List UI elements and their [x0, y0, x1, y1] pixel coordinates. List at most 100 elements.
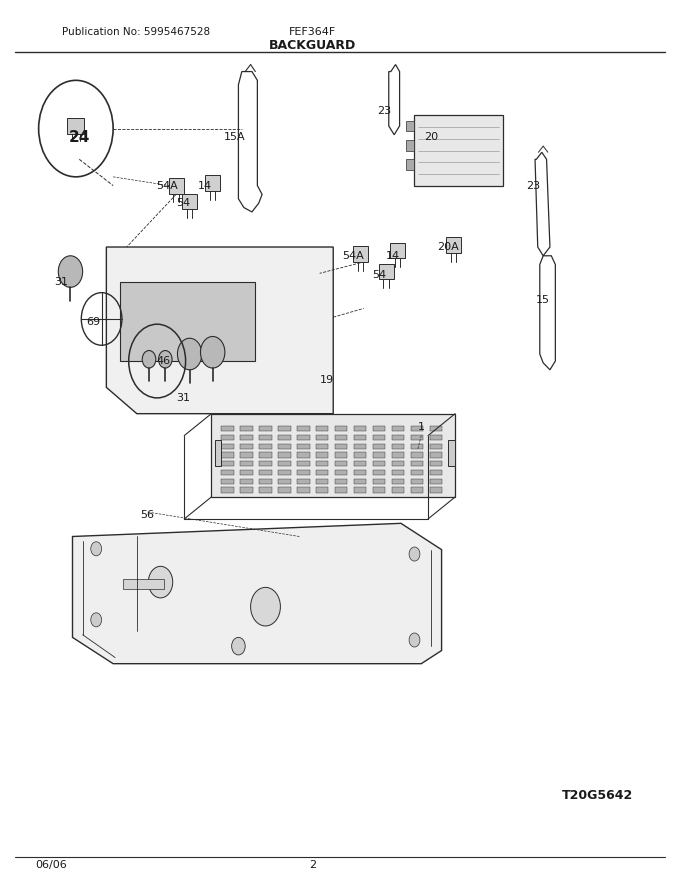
FancyBboxPatch shape: [354, 470, 367, 475]
FancyBboxPatch shape: [222, 470, 234, 475]
Circle shape: [409, 547, 420, 561]
FancyBboxPatch shape: [316, 426, 328, 431]
FancyBboxPatch shape: [335, 452, 347, 458]
FancyBboxPatch shape: [373, 444, 386, 449]
FancyBboxPatch shape: [354, 479, 367, 484]
FancyBboxPatch shape: [259, 470, 271, 475]
FancyBboxPatch shape: [392, 426, 405, 431]
FancyBboxPatch shape: [392, 435, 405, 440]
FancyBboxPatch shape: [392, 479, 405, 484]
Circle shape: [142, 350, 156, 368]
FancyBboxPatch shape: [259, 488, 271, 493]
FancyBboxPatch shape: [241, 470, 253, 475]
FancyBboxPatch shape: [411, 470, 423, 475]
FancyBboxPatch shape: [278, 461, 290, 466]
Bar: [407, 140, 415, 150]
FancyBboxPatch shape: [316, 452, 328, 458]
Circle shape: [91, 542, 101, 556]
FancyBboxPatch shape: [241, 461, 253, 466]
Text: 23: 23: [377, 106, 391, 116]
FancyBboxPatch shape: [430, 444, 442, 449]
FancyBboxPatch shape: [241, 479, 253, 484]
FancyBboxPatch shape: [354, 444, 367, 449]
FancyBboxPatch shape: [335, 470, 347, 475]
Text: 20: 20: [424, 132, 439, 143]
Text: 19: 19: [320, 376, 333, 385]
FancyBboxPatch shape: [411, 461, 423, 466]
FancyBboxPatch shape: [354, 488, 367, 493]
FancyBboxPatch shape: [446, 238, 461, 253]
Text: FEF364F: FEF364F: [289, 27, 337, 37]
FancyBboxPatch shape: [297, 435, 309, 440]
FancyBboxPatch shape: [297, 470, 309, 475]
FancyBboxPatch shape: [430, 488, 442, 493]
Circle shape: [148, 567, 173, 598]
FancyBboxPatch shape: [335, 479, 347, 484]
FancyBboxPatch shape: [316, 479, 328, 484]
FancyBboxPatch shape: [316, 488, 328, 493]
FancyBboxPatch shape: [215, 440, 222, 466]
Circle shape: [232, 637, 245, 655]
Text: 46: 46: [157, 356, 171, 366]
FancyBboxPatch shape: [390, 243, 405, 259]
FancyBboxPatch shape: [222, 488, 234, 493]
FancyBboxPatch shape: [316, 470, 328, 475]
FancyBboxPatch shape: [259, 426, 271, 431]
FancyBboxPatch shape: [182, 194, 197, 209]
Circle shape: [158, 350, 172, 368]
Text: 14: 14: [197, 180, 211, 191]
FancyBboxPatch shape: [353, 246, 368, 262]
Text: 20A: 20A: [437, 242, 459, 252]
Polygon shape: [211, 414, 455, 497]
Text: 54: 54: [176, 198, 190, 209]
FancyBboxPatch shape: [430, 452, 442, 458]
FancyBboxPatch shape: [259, 479, 271, 484]
FancyBboxPatch shape: [373, 426, 386, 431]
Text: 69: 69: [86, 317, 100, 326]
FancyBboxPatch shape: [392, 452, 405, 458]
FancyBboxPatch shape: [430, 426, 442, 431]
FancyBboxPatch shape: [411, 435, 423, 440]
FancyBboxPatch shape: [335, 435, 347, 440]
FancyBboxPatch shape: [335, 461, 347, 466]
Text: 31: 31: [176, 392, 190, 403]
FancyBboxPatch shape: [316, 435, 328, 440]
FancyBboxPatch shape: [411, 452, 423, 458]
FancyBboxPatch shape: [415, 115, 503, 186]
Circle shape: [251, 587, 280, 626]
FancyBboxPatch shape: [335, 426, 347, 431]
FancyBboxPatch shape: [354, 426, 367, 431]
FancyBboxPatch shape: [241, 488, 253, 493]
FancyBboxPatch shape: [278, 479, 290, 484]
Circle shape: [58, 256, 83, 288]
FancyBboxPatch shape: [448, 440, 455, 466]
FancyBboxPatch shape: [297, 479, 309, 484]
FancyBboxPatch shape: [278, 470, 290, 475]
FancyBboxPatch shape: [241, 444, 253, 449]
FancyBboxPatch shape: [373, 461, 386, 466]
FancyBboxPatch shape: [241, 435, 253, 440]
FancyBboxPatch shape: [297, 488, 309, 493]
Circle shape: [409, 633, 420, 647]
FancyBboxPatch shape: [335, 444, 347, 449]
FancyBboxPatch shape: [354, 435, 367, 440]
FancyBboxPatch shape: [411, 488, 423, 493]
FancyBboxPatch shape: [222, 479, 234, 484]
Text: T20G5642: T20G5642: [562, 788, 633, 802]
FancyBboxPatch shape: [278, 444, 290, 449]
FancyBboxPatch shape: [316, 461, 328, 466]
Text: 54A: 54A: [156, 180, 178, 191]
FancyBboxPatch shape: [278, 488, 290, 493]
FancyBboxPatch shape: [411, 426, 423, 431]
FancyBboxPatch shape: [354, 461, 367, 466]
FancyBboxPatch shape: [222, 444, 234, 449]
FancyBboxPatch shape: [297, 444, 309, 449]
Bar: [407, 121, 415, 131]
Text: 14: 14: [386, 251, 400, 260]
Circle shape: [201, 336, 225, 368]
Text: 2: 2: [309, 861, 316, 870]
Text: 23: 23: [526, 180, 540, 191]
FancyBboxPatch shape: [222, 461, 234, 466]
FancyBboxPatch shape: [379, 264, 394, 280]
FancyBboxPatch shape: [278, 435, 290, 440]
